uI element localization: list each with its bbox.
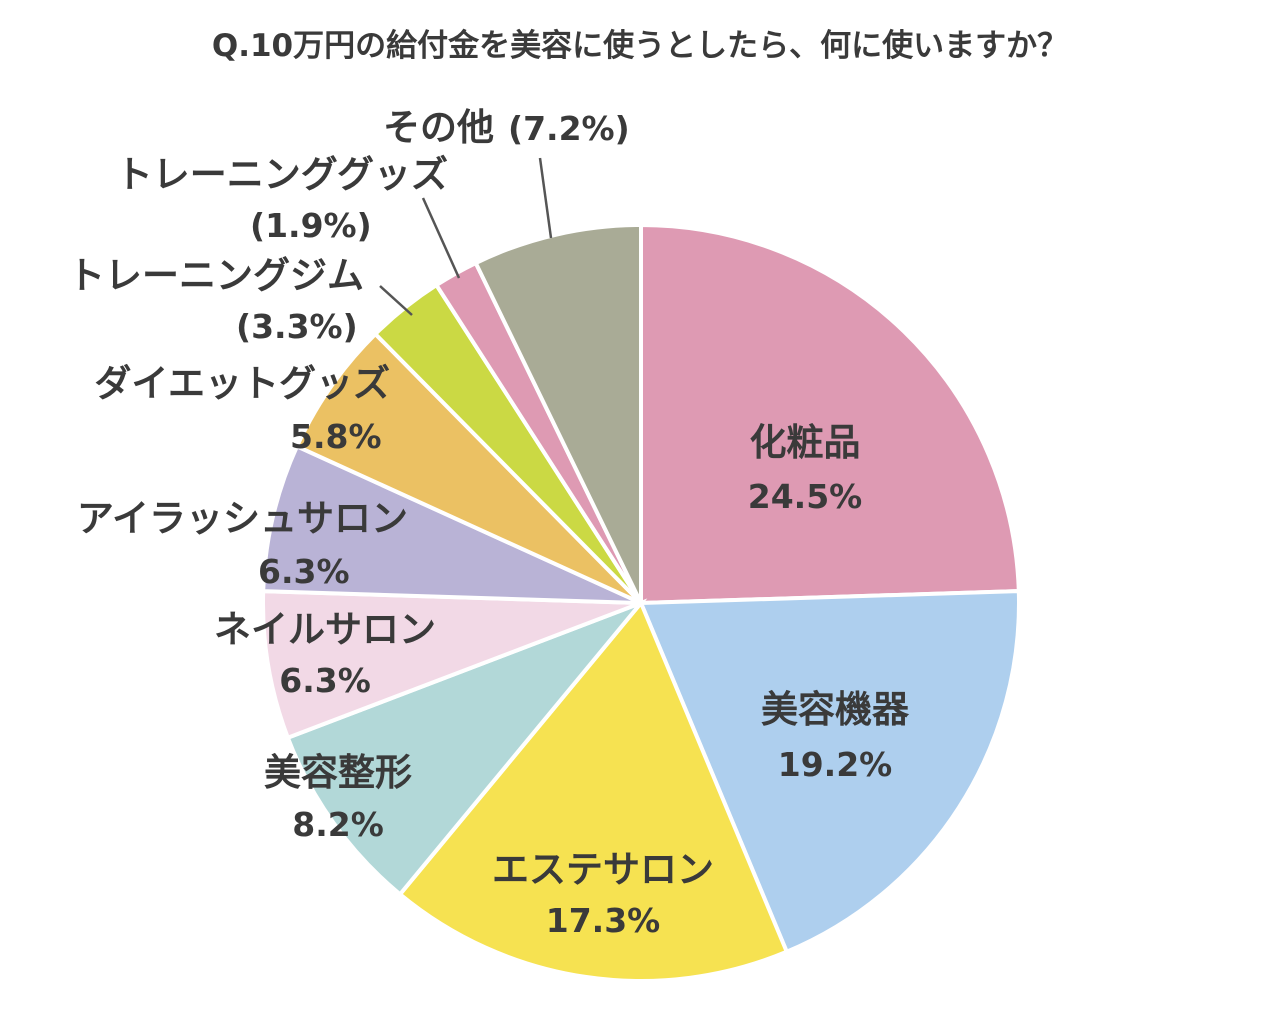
slice-label-6: アイラッシュサロン [77,497,408,540]
pie-slice-10 [473,222,643,604]
slice-value-9: (1.9%) [250,206,372,245]
slice-label-10: その他 [383,106,494,149]
pie-slice-2 [638,589,1021,955]
slice-label-4: 美容整形 [264,751,412,794]
slice-value-3: 17.3% [546,901,661,940]
pie-slice-4 [285,598,648,898]
pie-slices [261,222,1021,983]
slice-label-1: 化粧品 [750,421,861,464]
slice-label-7: ダイエットグッズ [94,362,390,405]
slice-value-8: (3.3%) [236,307,358,346]
slice-value-10: (7.2%) [508,109,630,148]
pie-slice-3 [397,599,790,983]
slice-value-2: 19.2% [778,745,893,784]
pie-slice-6 [261,443,642,605]
slice-label-5: ネイルサロン [214,608,436,651]
slice-value-1: 24.5% [748,477,863,516]
pie-slice-5 [261,589,642,741]
slice-label-8: トレーニングジム [68,254,364,297]
leader-line-9 [421,197,461,279]
slice-label-9: トレーニンググッズ [116,153,448,196]
slice-value-4: 8.2% [292,805,384,844]
slice-value-6: 6.3% [258,552,350,591]
slice-label-3: エステサロン [492,848,714,891]
slice-value-5: 6.3% [279,661,371,700]
leader-lines [379,157,553,316]
leader-line-8 [379,285,413,316]
slice-value-7: 5.8% [290,417,382,456]
pie-slice-7 [294,331,643,605]
pie-slice-1 [639,222,1021,606]
slice-label-2: 美容機器 [761,688,910,731]
slice-labels: 化粧品 24.5% 美容機器 19.2% エステサロン 17.3% 美容整形 8.2% ネイルサ… [68,106,910,940]
chart-title: Q.10万円の給付金を美容に使うとしたら、何に使いますか？ [212,28,1068,64]
leader-line-10 [538,157,553,239]
